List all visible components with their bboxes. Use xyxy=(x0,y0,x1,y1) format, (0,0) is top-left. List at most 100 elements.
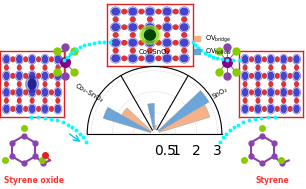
Circle shape xyxy=(269,65,273,70)
Circle shape xyxy=(280,55,287,64)
Circle shape xyxy=(156,41,161,45)
Circle shape xyxy=(16,88,23,97)
Circle shape xyxy=(275,74,279,78)
Circle shape xyxy=(243,98,247,103)
Circle shape xyxy=(122,9,127,14)
Circle shape xyxy=(293,71,300,81)
Circle shape xyxy=(241,104,249,114)
Circle shape xyxy=(173,25,178,29)
Circle shape xyxy=(17,98,21,103)
Circle shape xyxy=(263,107,266,111)
Circle shape xyxy=(254,104,262,114)
Circle shape xyxy=(254,88,262,97)
Circle shape xyxy=(293,104,300,114)
Circle shape xyxy=(113,48,118,53)
Circle shape xyxy=(141,27,159,43)
Circle shape xyxy=(113,33,118,37)
Circle shape xyxy=(24,107,28,111)
Circle shape xyxy=(241,55,249,64)
Circle shape xyxy=(162,7,172,16)
Circle shape xyxy=(28,71,36,81)
Text: Co₁-SnO₂: Co₁-SnO₂ xyxy=(139,49,170,55)
Circle shape xyxy=(275,107,279,111)
Circle shape xyxy=(37,57,40,62)
Circle shape xyxy=(111,38,121,47)
Circle shape xyxy=(37,74,40,78)
Circle shape xyxy=(56,65,60,70)
Circle shape xyxy=(128,54,138,63)
Circle shape xyxy=(254,55,262,64)
Circle shape xyxy=(41,88,49,97)
Circle shape xyxy=(288,57,292,62)
Circle shape xyxy=(56,98,60,103)
Circle shape xyxy=(182,17,187,22)
Circle shape xyxy=(11,107,15,111)
Circle shape xyxy=(173,41,178,45)
Circle shape xyxy=(256,65,260,70)
Circle shape xyxy=(130,33,135,37)
Circle shape xyxy=(243,65,247,70)
Circle shape xyxy=(250,57,253,62)
Circle shape xyxy=(147,48,152,53)
Circle shape xyxy=(147,17,152,22)
Circle shape xyxy=(275,57,279,62)
Circle shape xyxy=(24,74,28,78)
Circle shape xyxy=(28,104,36,114)
Circle shape xyxy=(5,65,8,70)
Circle shape xyxy=(241,88,249,97)
Circle shape xyxy=(182,33,187,37)
Text: SnO₂: SnO₂ xyxy=(211,86,229,100)
Circle shape xyxy=(156,9,161,14)
Circle shape xyxy=(43,98,47,103)
Circle shape xyxy=(280,71,287,81)
Circle shape xyxy=(28,88,36,97)
Circle shape xyxy=(26,76,39,92)
Bar xyxy=(155,105,210,134)
Circle shape xyxy=(139,9,144,14)
Bar xyxy=(103,107,155,134)
Circle shape xyxy=(11,74,15,78)
Circle shape xyxy=(165,33,170,37)
Circle shape xyxy=(263,74,266,78)
Circle shape xyxy=(122,56,127,60)
Circle shape xyxy=(182,48,187,53)
Circle shape xyxy=(280,88,287,97)
Circle shape xyxy=(293,88,300,97)
Circle shape xyxy=(145,38,155,47)
Circle shape xyxy=(30,65,34,70)
Circle shape xyxy=(43,82,47,86)
Circle shape xyxy=(293,55,300,64)
Circle shape xyxy=(179,7,189,16)
Bar xyxy=(122,108,155,134)
Bar xyxy=(155,125,157,134)
Circle shape xyxy=(145,54,155,63)
Text: Styrene oxide: Styrene oxide xyxy=(4,176,64,185)
Bar xyxy=(147,103,155,134)
Circle shape xyxy=(156,56,161,60)
Circle shape xyxy=(17,82,21,86)
Circle shape xyxy=(5,82,8,86)
Circle shape xyxy=(288,107,292,111)
Circle shape xyxy=(139,41,144,45)
Circle shape xyxy=(11,57,15,62)
Circle shape xyxy=(111,7,121,16)
Circle shape xyxy=(41,71,49,81)
Circle shape xyxy=(295,82,298,86)
Circle shape xyxy=(256,98,260,103)
Circle shape xyxy=(122,25,127,29)
Circle shape xyxy=(30,98,34,103)
Circle shape xyxy=(130,48,135,53)
Circle shape xyxy=(11,90,15,95)
Circle shape xyxy=(156,25,161,29)
Circle shape xyxy=(3,104,10,114)
Circle shape xyxy=(41,55,49,64)
Circle shape xyxy=(130,17,135,22)
Circle shape xyxy=(280,104,287,114)
Circle shape xyxy=(267,104,274,114)
Circle shape xyxy=(243,82,247,86)
Circle shape xyxy=(56,82,60,86)
Circle shape xyxy=(282,82,285,86)
Circle shape xyxy=(179,54,189,63)
Circle shape xyxy=(111,23,121,32)
Circle shape xyxy=(50,107,53,111)
